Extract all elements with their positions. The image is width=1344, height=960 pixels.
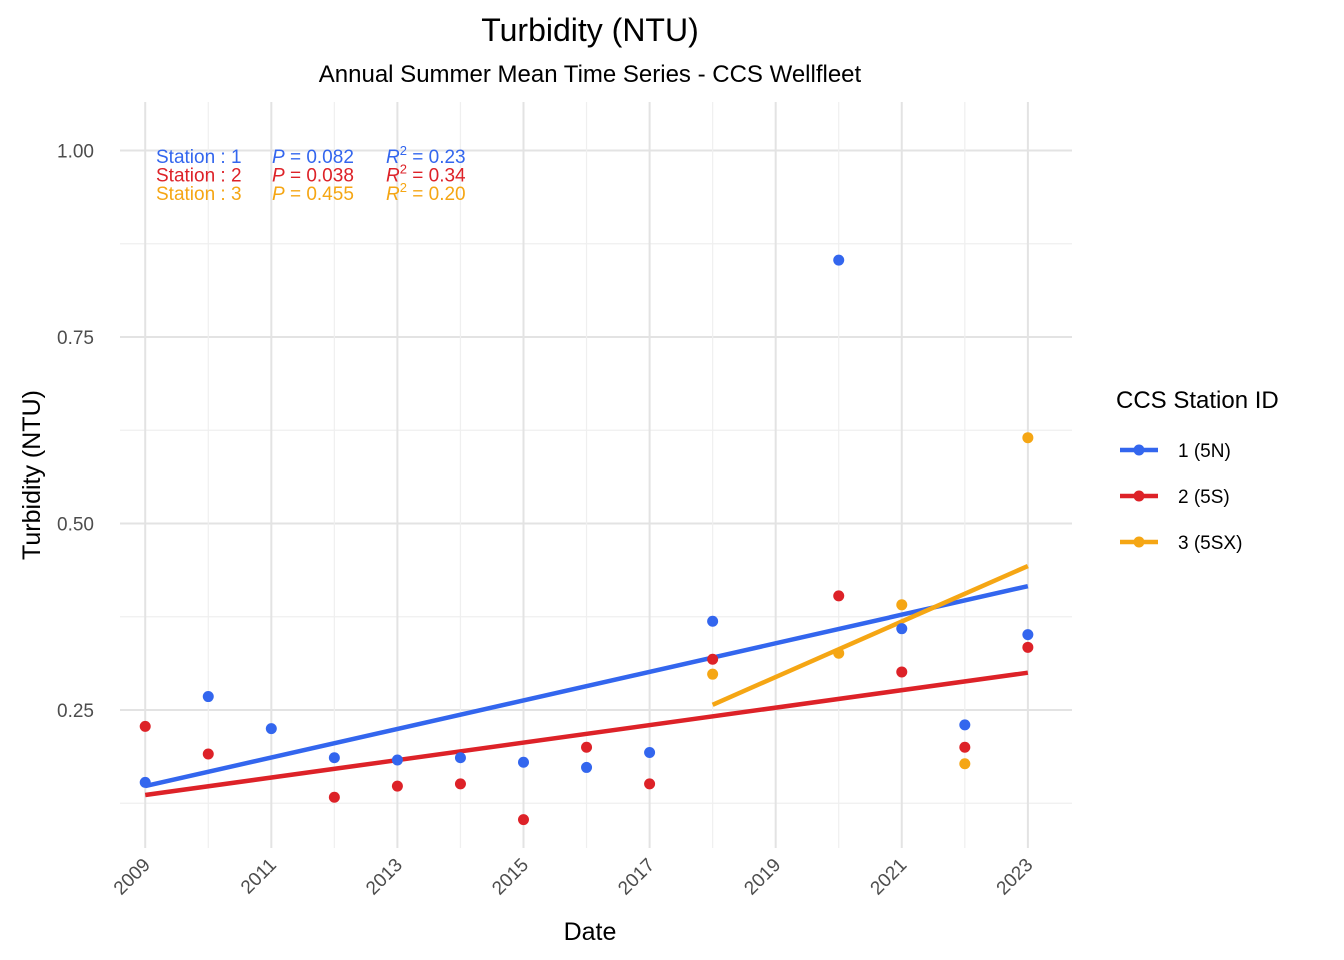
data-point-series-1 [517,756,529,768]
x-tick-label: 2011 [237,855,281,899]
chart-title: Turbidity (NTU) [481,12,698,48]
y-tick-label: 0.50 [57,514,94,535]
data-point-series-1 [1022,629,1034,641]
legend-key-point [1133,490,1145,502]
annotation-p-label: P [272,184,285,205]
data-point-series-2 [391,780,403,792]
annotation-r-value: = 0.20 [407,184,466,205]
trend-lines [144,563,1029,798]
x-tick-label: 2013 [362,855,407,900]
annotation-r-superscript: 2 [400,180,407,195]
annotation-p-value: = 0.082 [285,147,354,168]
x-tick-label: 2023 [993,855,1038,900]
x-tick-label: 2021 [867,855,912,900]
data-point-series-3 [707,668,719,680]
annotation-station: Station : 1 [156,147,242,168]
annotation-r-value: = 0.34 [407,166,466,187]
annotation-r-value: = 0.23 [407,147,466,168]
data-point-series-1 [833,254,845,266]
data-point-series-1 [265,723,277,735]
trend-line-series-1 [144,583,1029,789]
x-tick-label: 2015 [488,855,533,900]
data-point-series-1 [644,747,656,759]
legend-key-point [1133,536,1145,548]
trend-line-series-3 [711,563,1029,707]
data-points [139,254,1034,826]
annotation-r-superscript: 2 [400,143,407,158]
data-point-series-2 [139,720,151,732]
y-tick-label: 0.75 [57,328,94,349]
annotation-line-1: Station : 1 P = 0.082 R2 = 0.23 [156,143,466,168]
annotation-line-2: Station : 2 P = 0.038 R2 = 0.34 [156,162,466,187]
annotation-r-label: R [386,184,400,205]
data-point-series-1 [139,776,151,788]
y-tick-label: 0.25 [57,701,94,722]
chart-subtitle: Annual Summer Mean Time Series - CCS Wel… [319,61,862,88]
legend-label: 2 (5S) [1178,487,1230,508]
annotation-r-label: R [386,147,400,168]
data-point-series-2 [896,666,908,678]
data-point-series-2 [1022,641,1034,653]
x-tick-label: 2017 [614,855,659,900]
x-axis-title: Date [564,918,617,946]
annotation-r-label: R [386,166,400,187]
data-point-series-2 [959,741,971,753]
legend-label: 1 (5N) [1178,441,1231,462]
x-tick-label: 2019 [740,855,785,900]
data-point-series-3 [896,599,908,611]
data-point-series-2 [581,741,593,753]
data-point-series-3 [1022,432,1034,444]
data-point-series-1 [581,761,593,773]
y-tick-label: 1.00 [57,141,94,162]
y-axis-title: Turbidity (NTU) [18,390,46,560]
data-point-series-2 [202,748,214,760]
annotation-station: Station : 2 [156,166,242,187]
data-point-series-1 [959,719,971,731]
data-point-series-1 [707,615,719,627]
trend-line-series-2 [144,670,1029,798]
data-point-series-2 [517,814,529,826]
data-point-series-1 [202,691,214,703]
data-point-series-1 [391,754,403,766]
annotation-r-superscript: 2 [400,162,407,177]
y-tick-labels: 0.25 0.50 0.75 1.00 [57,141,94,722]
annotation-p-value: = 0.455 [285,184,354,205]
data-point-series-2 [833,590,845,602]
x-tick-label: 2009 [110,855,155,900]
data-point-series-2 [328,791,340,803]
data-point-series-1 [454,752,466,764]
annotation-p-label: P [272,147,285,168]
grid-lines [120,102,1072,848]
annotation-p-value: = 0.038 [285,166,354,187]
legend-key-point [1133,444,1145,456]
x-tick-labels: 2009 2011 2013 2015 2017 2019 2021 2023 [110,855,1037,900]
data-point-series-3 [833,647,845,659]
data-point-series-1 [328,752,340,764]
annotation-p-label: P [272,166,285,187]
legend-title: CCS Station ID [1116,387,1279,414]
data-point-series-2 [644,778,656,790]
legend-label: 3 (5SX) [1178,533,1242,554]
data-point-series-3 [959,758,971,770]
annotation-line-3: Station : 3 P = 0.455 R2 = 0.20 [156,180,466,205]
data-point-series-1 [896,623,908,635]
legend: CCS Station ID 1 (5N) 2 (5S) 3 (5SX) [1116,387,1279,554]
data-point-series-2 [454,778,466,790]
annotation-station: Station : 3 [156,184,242,205]
data-point-series-2 [707,653,719,665]
